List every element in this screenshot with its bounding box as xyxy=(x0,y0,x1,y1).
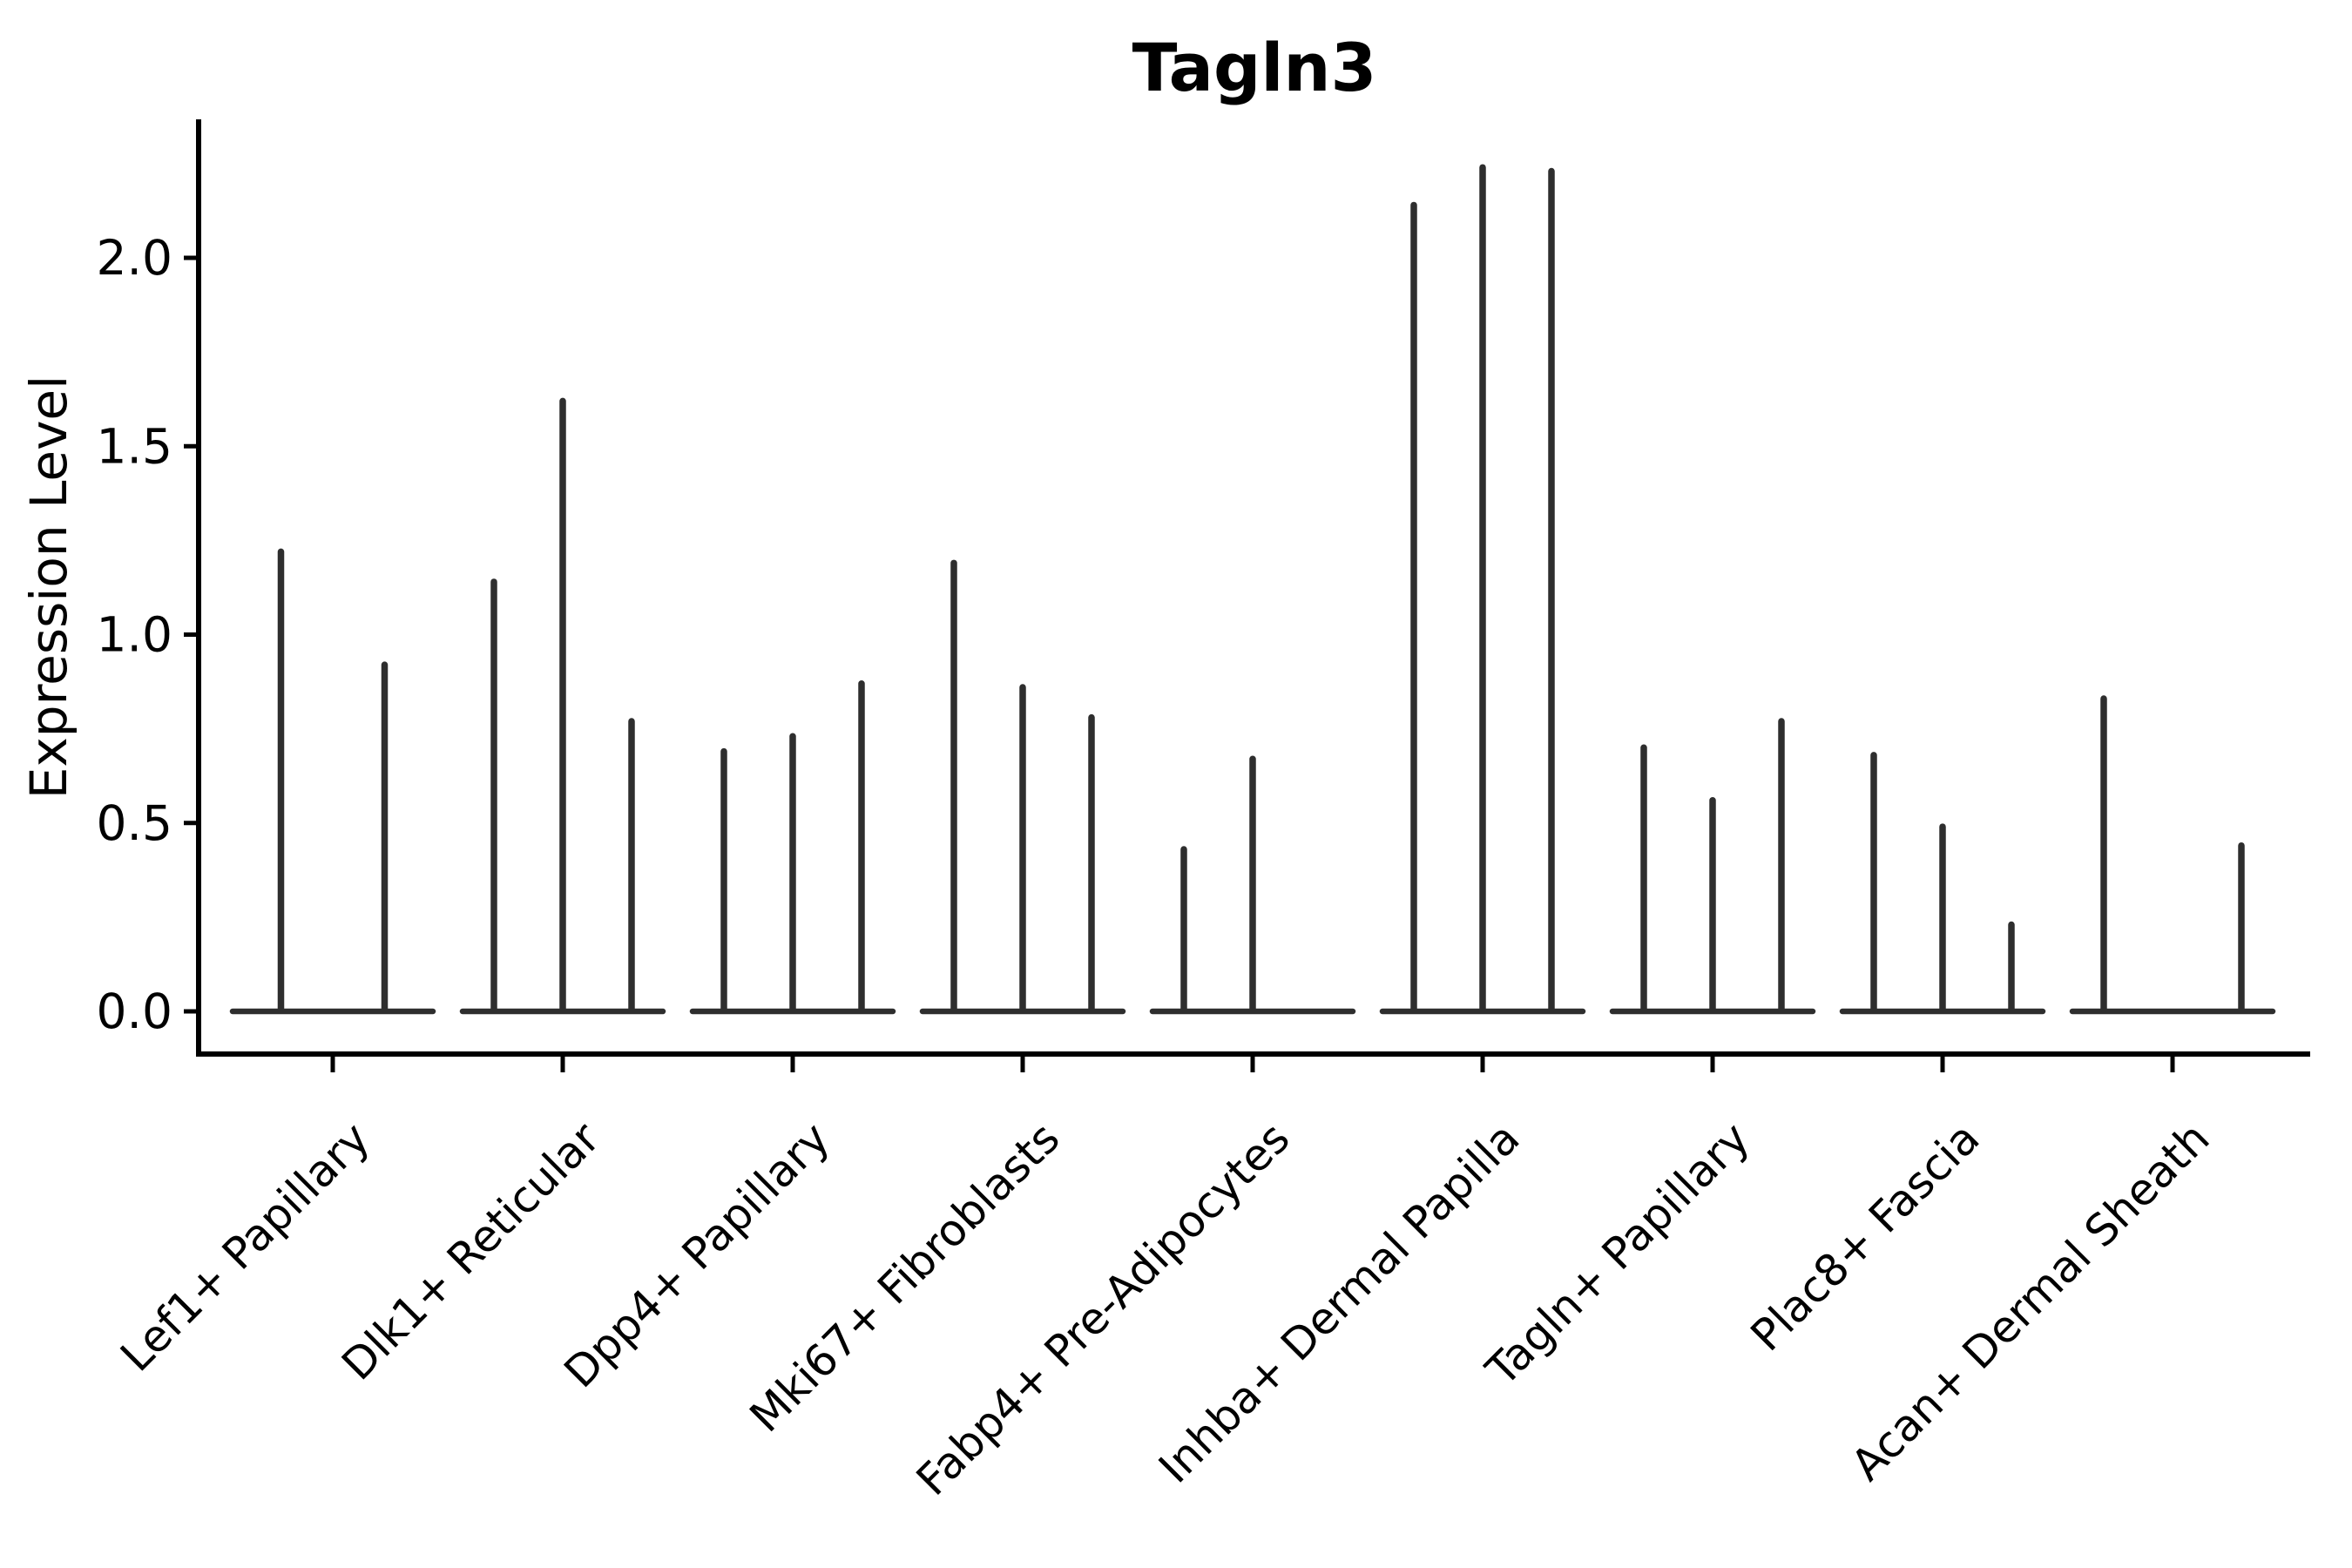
violins-layer xyxy=(229,164,2276,1015)
y-axis-ticks: 0.0 0.5 1.0 1.5 2.0 xyxy=(97,230,199,1039)
y-tick-label: 0.0 xyxy=(97,983,172,1039)
y-tick-label: 1.0 xyxy=(97,607,172,663)
y-tick-label: 0.5 xyxy=(97,795,172,851)
y-tick-label: 1.5 xyxy=(97,418,172,474)
y-axis-label: Expression Level xyxy=(19,375,78,799)
y-tick-label: 2.0 xyxy=(97,230,172,286)
plot-title: Tagln3 xyxy=(1132,29,1377,106)
